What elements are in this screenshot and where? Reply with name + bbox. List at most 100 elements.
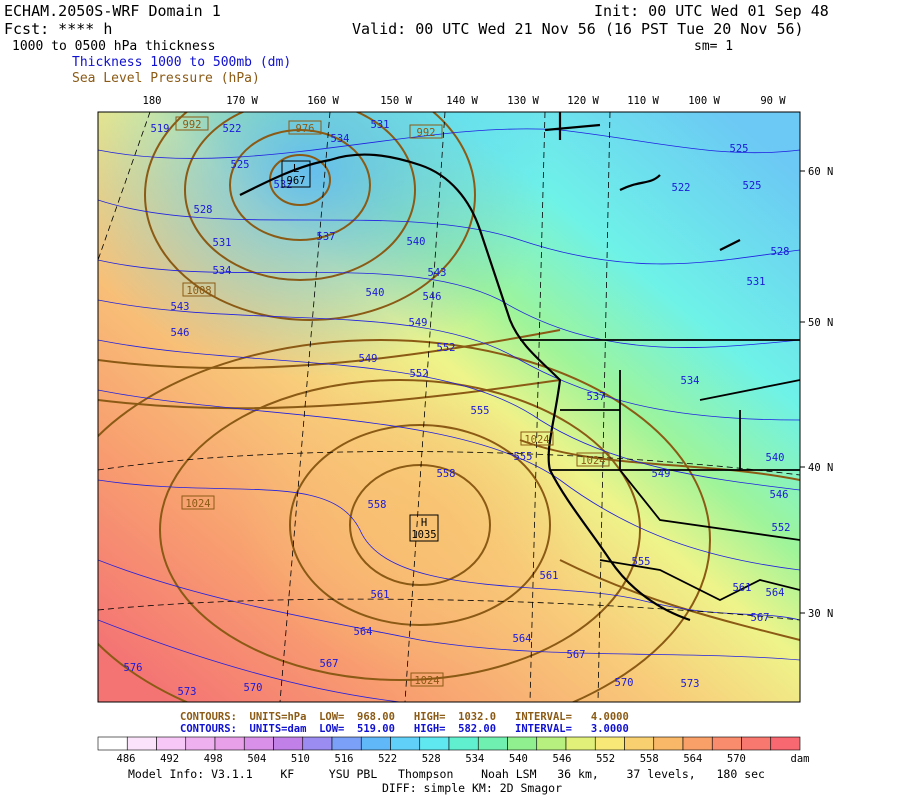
thickness-label: 564 [354, 626, 373, 638]
longitude-label: 140 W [446, 95, 478, 107]
colorbar-unit: dam [791, 753, 810, 765]
pressure-label: 1024 [524, 434, 549, 446]
pressure-label: 1024 [414, 675, 439, 687]
colorbar-label: 534 [465, 753, 484, 765]
thickness-label: 528 [194, 204, 213, 216]
field-name: 1000 to 0500 hPa thickness [12, 39, 216, 54]
thickness-label: 570 [615, 677, 634, 689]
colorbar-swatch [273, 736, 304, 751]
thickness-label: 552 [410, 368, 429, 380]
thickness-label: 543 [171, 301, 190, 313]
longitude-label: 170 W [226, 95, 258, 107]
thickness-label: 534 [213, 265, 232, 277]
pressure-center-box [409, 514, 439, 542]
pressure-center-value: 1035 [411, 529, 436, 541]
thickness-label: 567 [320, 658, 339, 670]
thickness-label: 561 [733, 582, 752, 594]
thickness-label: 531 [371, 119, 390, 131]
thickness-label: 540 [766, 452, 785, 464]
thickness-contours [98, 128, 800, 702]
colorbar-swatch [565, 736, 596, 751]
map-frame [97, 111, 801, 703]
latitude-label: 50 N [808, 317, 833, 329]
borders [520, 339, 800, 602]
thickness-contour-info: CONTOURS: UNITS=dam LOW= 519.00 HIGH= 58… [180, 723, 629, 735]
thickness-label: 570 [244, 682, 263, 694]
graticule [98, 112, 800, 702]
thickness-label: 573 [178, 686, 197, 698]
pressure-label-box [576, 452, 610, 467]
forecast-hour: Fcst: **** h [4, 20, 113, 38]
colorbar-label: 486 [117, 753, 136, 765]
longitude-label: 130 W [507, 95, 539, 107]
latitude-label: 60 N [808, 166, 833, 178]
thickness-label: 564 [766, 587, 785, 599]
colorbar-label: 552 [596, 753, 615, 765]
longitude-label: 120 W [567, 95, 599, 107]
thickness-label: 525 [730, 143, 749, 155]
thickness-label: 534 [681, 375, 700, 387]
longitude-label: 160 W [307, 95, 339, 107]
thickness-label: 534 [331, 133, 350, 145]
thickness-label: 576 [124, 662, 143, 674]
colorbar-label: 510 [291, 753, 310, 765]
thickness-label: 522 [223, 123, 242, 135]
colorbar-swatch [624, 736, 655, 751]
longitude-label: 150 W [380, 95, 412, 107]
thickness-label: 561 [540, 570, 559, 582]
thickness-label: 555 [632, 556, 651, 568]
thickness-label: 540 [407, 236, 426, 248]
pressure-label-box [409, 124, 443, 139]
pressure-center-symbol: L [293, 163, 299, 175]
colorbar-swatch [214, 736, 245, 751]
colorbar-label: 570 [727, 753, 746, 765]
model-title: ECHAM.2050S-WRF Domain 1 [4, 2, 221, 20]
thickness-label: 546 [770, 489, 789, 501]
pressure-legend: Sea Level Pressure (hPa) [72, 71, 260, 86]
thickness-label: 522 [672, 182, 691, 194]
colorbar-swatch [126, 736, 157, 751]
pressure-center-symbol: H [421, 517, 427, 529]
thickness-label: 567 [751, 612, 770, 624]
thickness-label: 540 [366, 287, 385, 299]
latitude-label: 30 N [808, 608, 833, 620]
colorbar-swatch [741, 736, 772, 751]
colorbar-swatch [243, 736, 274, 751]
pressure-label: 976 [296, 123, 315, 135]
thickness-label: 532 [274, 179, 293, 191]
thickness-label: 552 [437, 342, 456, 354]
colorbar-label: 516 [335, 753, 354, 765]
longitude-label: 100 W [688, 95, 720, 107]
latitude-label: 40 N [808, 462, 833, 474]
contours [98, 112, 800, 702]
pressure-center-value: 967 [287, 175, 306, 187]
colorbar-swatch [390, 736, 421, 751]
thickness-label: 558 [437, 468, 456, 480]
colorbar-swatch [419, 736, 450, 751]
pressure-label: 1008 [186, 285, 211, 297]
colorbar-label: 540 [509, 753, 528, 765]
thickness-label: 546 [423, 291, 442, 303]
colorbar-swatch [477, 736, 508, 751]
colorbar-swatch [507, 736, 538, 751]
colorbar-swatch [594, 736, 625, 751]
colorbar-label: 504 [247, 753, 266, 765]
colorbar-swatch [185, 736, 216, 751]
colorbar-swatch [156, 736, 187, 751]
thickness-label: 549 [652, 468, 671, 480]
pressure-label: 992 [417, 127, 436, 139]
smoothing: sm= 1 [694, 39, 734, 54]
longitude-label: 180 [143, 95, 162, 107]
colorbar-label: 522 [378, 753, 397, 765]
thickness-label: 558 [368, 499, 387, 511]
colorbar-label: 564 [683, 753, 702, 765]
pressure-label-box [288, 120, 322, 135]
colorbar-swatch [711, 736, 742, 751]
thickness-label: 531 [213, 237, 232, 249]
pressure-label: 1024 [580, 455, 605, 467]
longitude-label: 110 W [627, 95, 659, 107]
coastlines [239, 112, 741, 622]
pressure-contours [98, 112, 800, 702]
colorbar-swatch [97, 736, 128, 751]
